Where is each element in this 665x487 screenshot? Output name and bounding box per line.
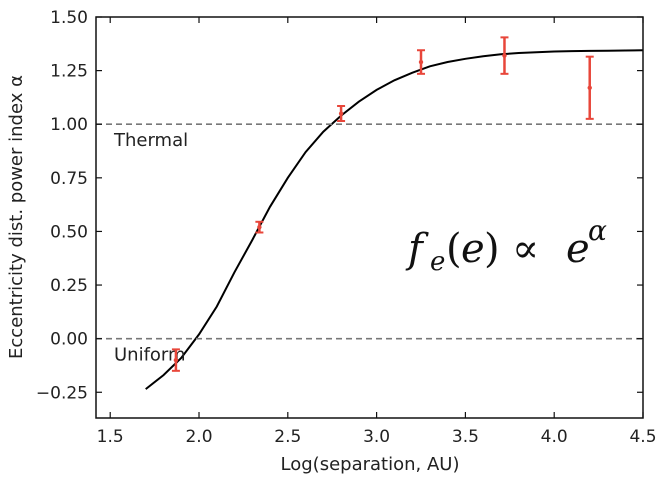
point-marker <box>338 111 344 116</box>
fit-curve-layer <box>145 49 644 390</box>
formula-f: f <box>405 226 429 272</box>
reference-label-thermal: Thermal <box>113 130 188 151</box>
data-point <box>171 348 180 372</box>
reference-lines: Thermal Uniform <box>96 123 643 366</box>
x-tick-label: 4.5 <box>629 427 656 447</box>
x-tick-label: 3.0 <box>363 427 390 447</box>
formula-e-base: e <box>566 226 590 272</box>
y-tick-label: 1.50 <box>50 8 88 28</box>
reference-label-uniform: Uniform <box>114 345 186 366</box>
formula-close-paren: ) <box>484 226 500 272</box>
formula-e-arg: e <box>461 226 485 272</box>
fit-curve <box>145 49 644 390</box>
y-tick-label: −0.25 <box>36 383 88 403</box>
point-marker <box>418 59 424 65</box>
formula-proportional: ∝ <box>512 226 539 272</box>
axes: 1.5 2.0 2.5 3.0 3.5 4.0 4.5 −0.25 0.00 0.25 0.50 0.… <box>36 8 657 447</box>
x-tick-label: 2.0 <box>185 427 212 447</box>
formula-open-paren: ( <box>446 226 462 272</box>
y-tick-label: 1.25 <box>50 62 88 82</box>
y-tick-label: 0.75 <box>50 169 88 189</box>
y-tick-label: 0.25 <box>50 276 88 296</box>
formula-alpha-exponent: α <box>588 214 607 247</box>
data-point <box>585 55 594 120</box>
data-point <box>337 104 346 123</box>
formula-annotation: f e ( e ) ∝ e α <box>405 214 607 277</box>
point-marker <box>257 224 262 230</box>
point-marker <box>502 53 507 58</box>
x-tick-label: 3.5 <box>452 427 479 447</box>
x-tick-label: 1.5 <box>97 427 124 447</box>
y-axis-label: Eccentricity dist. power index α <box>6 75 27 359</box>
x-tick-label: 2.5 <box>274 427 301 447</box>
point-marker <box>173 357 179 363</box>
data-point <box>500 36 509 75</box>
plot-frame <box>95 16 644 419</box>
data-point <box>417 49 426 75</box>
data-point <box>255 220 264 234</box>
formula-subscript-e: e <box>430 247 445 277</box>
x-tick-label: 4.0 <box>541 427 568 447</box>
data-points <box>171 36 594 372</box>
y-tick-label: 1.00 <box>50 115 88 135</box>
y-tick-label: 0.00 <box>50 330 88 350</box>
point-marker <box>587 85 592 90</box>
y-tick-label: 0.50 <box>50 222 88 242</box>
x-axis-label: Log(separation, AU) <box>281 454 460 475</box>
